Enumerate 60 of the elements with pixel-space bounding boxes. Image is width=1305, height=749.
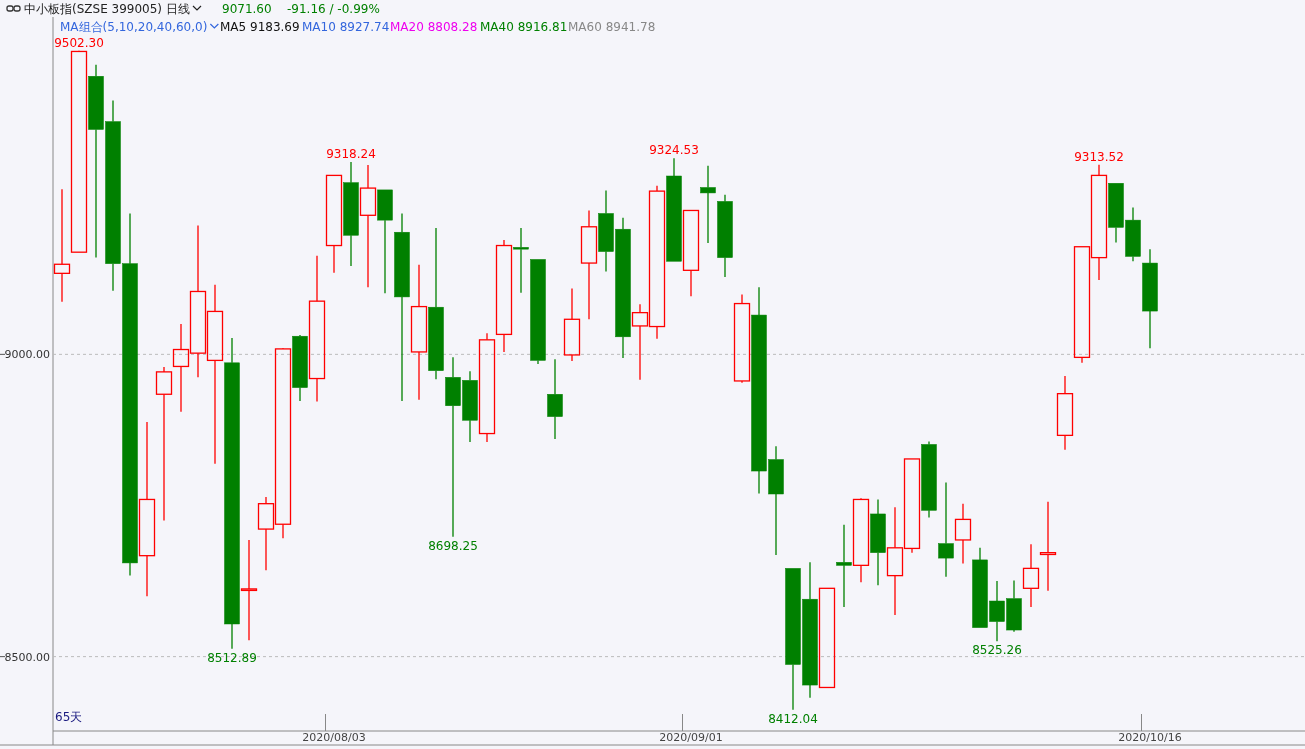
candlestick [495, 239, 513, 353]
candlestick [1039, 501, 1057, 592]
chart-title: 中小板指(SZSE 399005) [24, 2, 163, 16]
candlestick [155, 366, 173, 522]
candlestick [377, 189, 393, 294]
annotation: 8698.25 [428, 538, 478, 553]
annotation: MA20 8808.28 [390, 20, 478, 34]
annotation: 9324.53 [649, 143, 699, 158]
candlestick [359, 164, 377, 288]
candlestick [53, 188, 71, 303]
annotation: 9318.24 [326, 146, 376, 161]
candlestick [224, 337, 240, 650]
candlestick [428, 227, 444, 380]
annotation: 65天 [55, 710, 83, 724]
candlestick [138, 421, 156, 597]
candlestick [666, 157, 682, 262]
candlestick [530, 259, 546, 365]
candlestick [308, 255, 326, 403]
annotation: 8525.26 [972, 643, 1022, 658]
candlestick [921, 440, 937, 519]
candlestick [682, 209, 700, 297]
annotation: 8412.04 [768, 711, 818, 726]
candlestick [938, 481, 954, 578]
candlestick [733, 293, 751, 384]
candlestick [547, 358, 563, 440]
text: 9071.60 [222, 2, 272, 16]
candlestick [478, 332, 496, 443]
annotation: MA40 8916.81 [480, 20, 568, 34]
candlestick [563, 287, 581, 362]
candlestick [513, 227, 529, 294]
candlestick [836, 524, 852, 608]
candlestick [410, 264, 428, 401]
candlestick [717, 194, 733, 278]
candlestick [1056, 375, 1074, 451]
candlestick [870, 498, 886, 586]
annotation: 8512.89 [207, 650, 257, 665]
text: -91.16 / -0.99% [287, 2, 380, 16]
y-tick-label: 8500.00 [4, 650, 50, 664]
annotation: 9502.30 [54, 35, 104, 50]
annotation: MA60 8941.78 [568, 20, 656, 34]
candlestick [1142, 248, 1158, 349]
candlestick [852, 498, 870, 583]
x-tick-label: 2020/08/03 [302, 731, 366, 744]
candlestick [700, 165, 716, 244]
candlestick [1022, 543, 1040, 608]
candlestick [240, 539, 258, 641]
candlestick [954, 503, 972, 565]
text: 日线 [166, 2, 190, 16]
x-tick-label: 2020/09/01 [659, 731, 723, 744]
candlestick [343, 161, 359, 267]
candlestick [580, 209, 598, 320]
candlestick [394, 212, 410, 402]
x-tick-label: 2020/10/16 [1118, 731, 1182, 744]
annotation: MA5 9183.69 [220, 20, 300, 34]
candlestick [292, 335, 308, 402]
annotation: MA组合(5,10,20,40,60,0) [60, 20, 208, 34]
y-tick-label: 9000.00 [4, 348, 50, 362]
annotation: 9313.52 [1074, 149, 1124, 164]
annotation: MA10 8927.74 [302, 20, 390, 34]
candlestick [325, 174, 343, 274]
